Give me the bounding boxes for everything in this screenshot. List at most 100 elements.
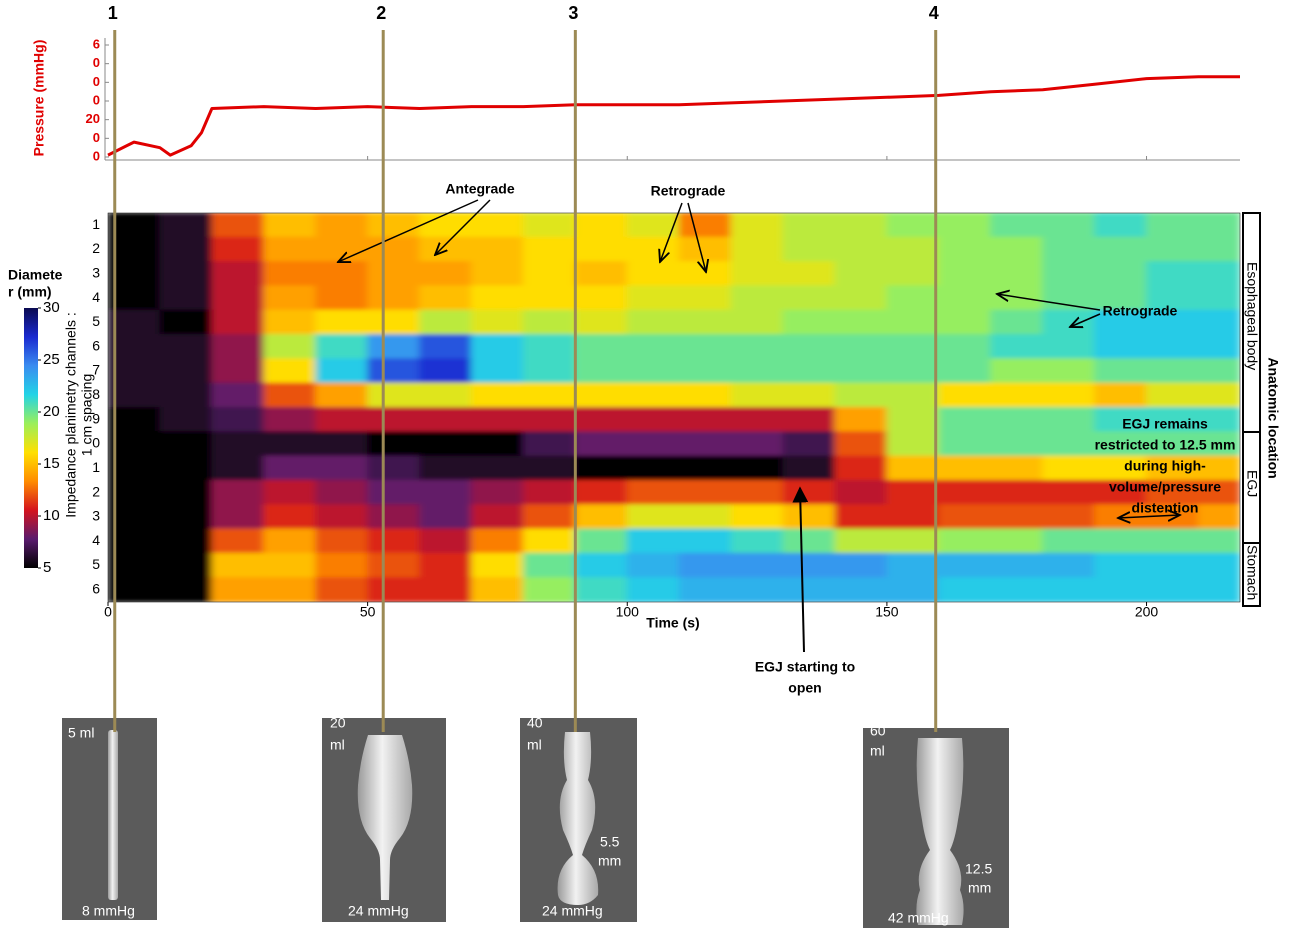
heatmap-cell xyxy=(159,310,212,335)
heatmap-cell xyxy=(523,529,576,554)
volume-label: 5 ml xyxy=(68,725,94,741)
diameter-label: 5.5 xyxy=(600,834,620,850)
volume-label: 60 xyxy=(870,723,886,739)
heatmap-cell xyxy=(834,285,887,310)
heatmap-cell xyxy=(471,334,524,359)
heatmap-cell xyxy=(211,529,264,554)
heatmap-cell xyxy=(1198,213,1241,238)
heatmap-cell xyxy=(1198,553,1241,578)
x-tick-label: 200 xyxy=(1135,604,1159,620)
anatomy-region: Esophageal body xyxy=(1244,262,1260,370)
heatmap-cell xyxy=(886,334,939,359)
y-tick-label: 0 xyxy=(93,130,100,145)
heatmap-cell xyxy=(159,285,212,310)
heatmap-cell xyxy=(523,285,576,310)
heatmap-cell xyxy=(211,285,264,310)
heatmap-cell xyxy=(627,577,680,602)
heatmap-cell xyxy=(731,504,784,529)
heatmap-cell xyxy=(886,358,939,383)
pressure-label: 8 mmHg xyxy=(82,903,135,919)
heatmap-cell xyxy=(263,261,316,286)
heatmap-cell xyxy=(783,553,836,578)
heatmap-cell xyxy=(679,431,732,456)
heatmap-cell xyxy=(990,310,1043,335)
heatmap-cell xyxy=(990,285,1043,310)
heatmap-cell xyxy=(575,285,628,310)
heatmap-cell xyxy=(938,529,991,554)
heatmap-cell xyxy=(938,407,991,432)
heatmap-cell xyxy=(367,237,420,262)
y-tick-label: 6 xyxy=(93,36,100,51)
heatmap-cell xyxy=(679,310,732,335)
heatmap-cell xyxy=(679,383,732,408)
heatmap-cell xyxy=(367,213,420,238)
annotation: open xyxy=(788,680,821,696)
heatmap-cell xyxy=(211,456,264,481)
heatmap-cell xyxy=(731,358,784,383)
colorbar xyxy=(24,308,38,568)
colorbar-tick-label: 10 xyxy=(43,507,60,524)
heatmap-cell xyxy=(834,358,887,383)
heatmap-cell xyxy=(938,456,991,481)
annotation: during high- xyxy=(1124,458,1206,474)
y-tick-label: 0 xyxy=(93,74,100,89)
heatmap-cell xyxy=(783,383,836,408)
heatmap-cell xyxy=(1198,310,1241,335)
heatmap-cell xyxy=(1042,553,1095,578)
heatmap-cell xyxy=(1094,553,1147,578)
heatmap-cell xyxy=(1042,213,1095,238)
volume-label: ml xyxy=(527,737,542,753)
heatmap-cell xyxy=(938,504,991,529)
heatmap-cell xyxy=(834,310,887,335)
heatmap-cell xyxy=(471,529,524,554)
heatmap-cell xyxy=(886,213,939,238)
heatmap-cell xyxy=(1146,237,1199,262)
heatmap-cell xyxy=(1042,237,1095,262)
heatmap-cell xyxy=(315,383,368,408)
heatmap-cell xyxy=(523,553,576,578)
heatmap-cell xyxy=(783,407,836,432)
heatmap-cell xyxy=(731,577,784,602)
heatmap-cell xyxy=(1042,310,1095,335)
heatmap-cell xyxy=(263,285,316,310)
heatmap-cell xyxy=(938,285,991,310)
heatmap-cell xyxy=(886,577,939,602)
annotation: restricted to 12.5 mm xyxy=(1095,437,1236,453)
heatmap-cell xyxy=(419,456,472,481)
heatmap-cell xyxy=(419,431,472,456)
heatmap-cell xyxy=(263,383,316,408)
heatmap-cell xyxy=(1042,334,1095,359)
heatmap-cell xyxy=(834,504,887,529)
heatmap-cell xyxy=(315,553,368,578)
heatmap-cell xyxy=(523,261,576,286)
heatmap-cell xyxy=(627,553,680,578)
annotation: Retrograde xyxy=(651,183,726,199)
colorbar-tick-label: 15 xyxy=(43,455,60,472)
heatmap-cell xyxy=(938,383,991,408)
heatmap-cell xyxy=(1198,334,1241,359)
heatmap-cell xyxy=(211,553,264,578)
y-axis-label: Impedance planimetry channels : xyxy=(63,312,79,517)
heatmap-cell xyxy=(731,213,784,238)
heatmap-cell xyxy=(211,213,264,238)
heatmap-cell xyxy=(1094,237,1147,262)
heatmap-cell xyxy=(731,529,784,554)
heatmap-cell xyxy=(211,383,264,408)
y-tick-label: 4 xyxy=(92,289,100,305)
y-tick-label: 3 xyxy=(92,264,100,280)
heatmap-cell xyxy=(263,358,316,383)
event-marker-label: 3 xyxy=(568,3,578,23)
heatmap-cell xyxy=(367,285,420,310)
heatmap-cell xyxy=(575,529,628,554)
heatmap-cell xyxy=(1146,577,1199,602)
heatmap-cell xyxy=(1042,456,1095,481)
heatmap-cell xyxy=(523,310,576,335)
heatmap-cell xyxy=(1042,577,1095,602)
heatmap-cell xyxy=(783,237,836,262)
heatmap-cell xyxy=(523,456,576,481)
heatmap-cell xyxy=(471,213,524,238)
heatmap-cell xyxy=(315,431,368,456)
heatmap-cell xyxy=(627,383,680,408)
heatmap-cell xyxy=(315,577,368,602)
heatmap-cell xyxy=(1042,383,1095,408)
